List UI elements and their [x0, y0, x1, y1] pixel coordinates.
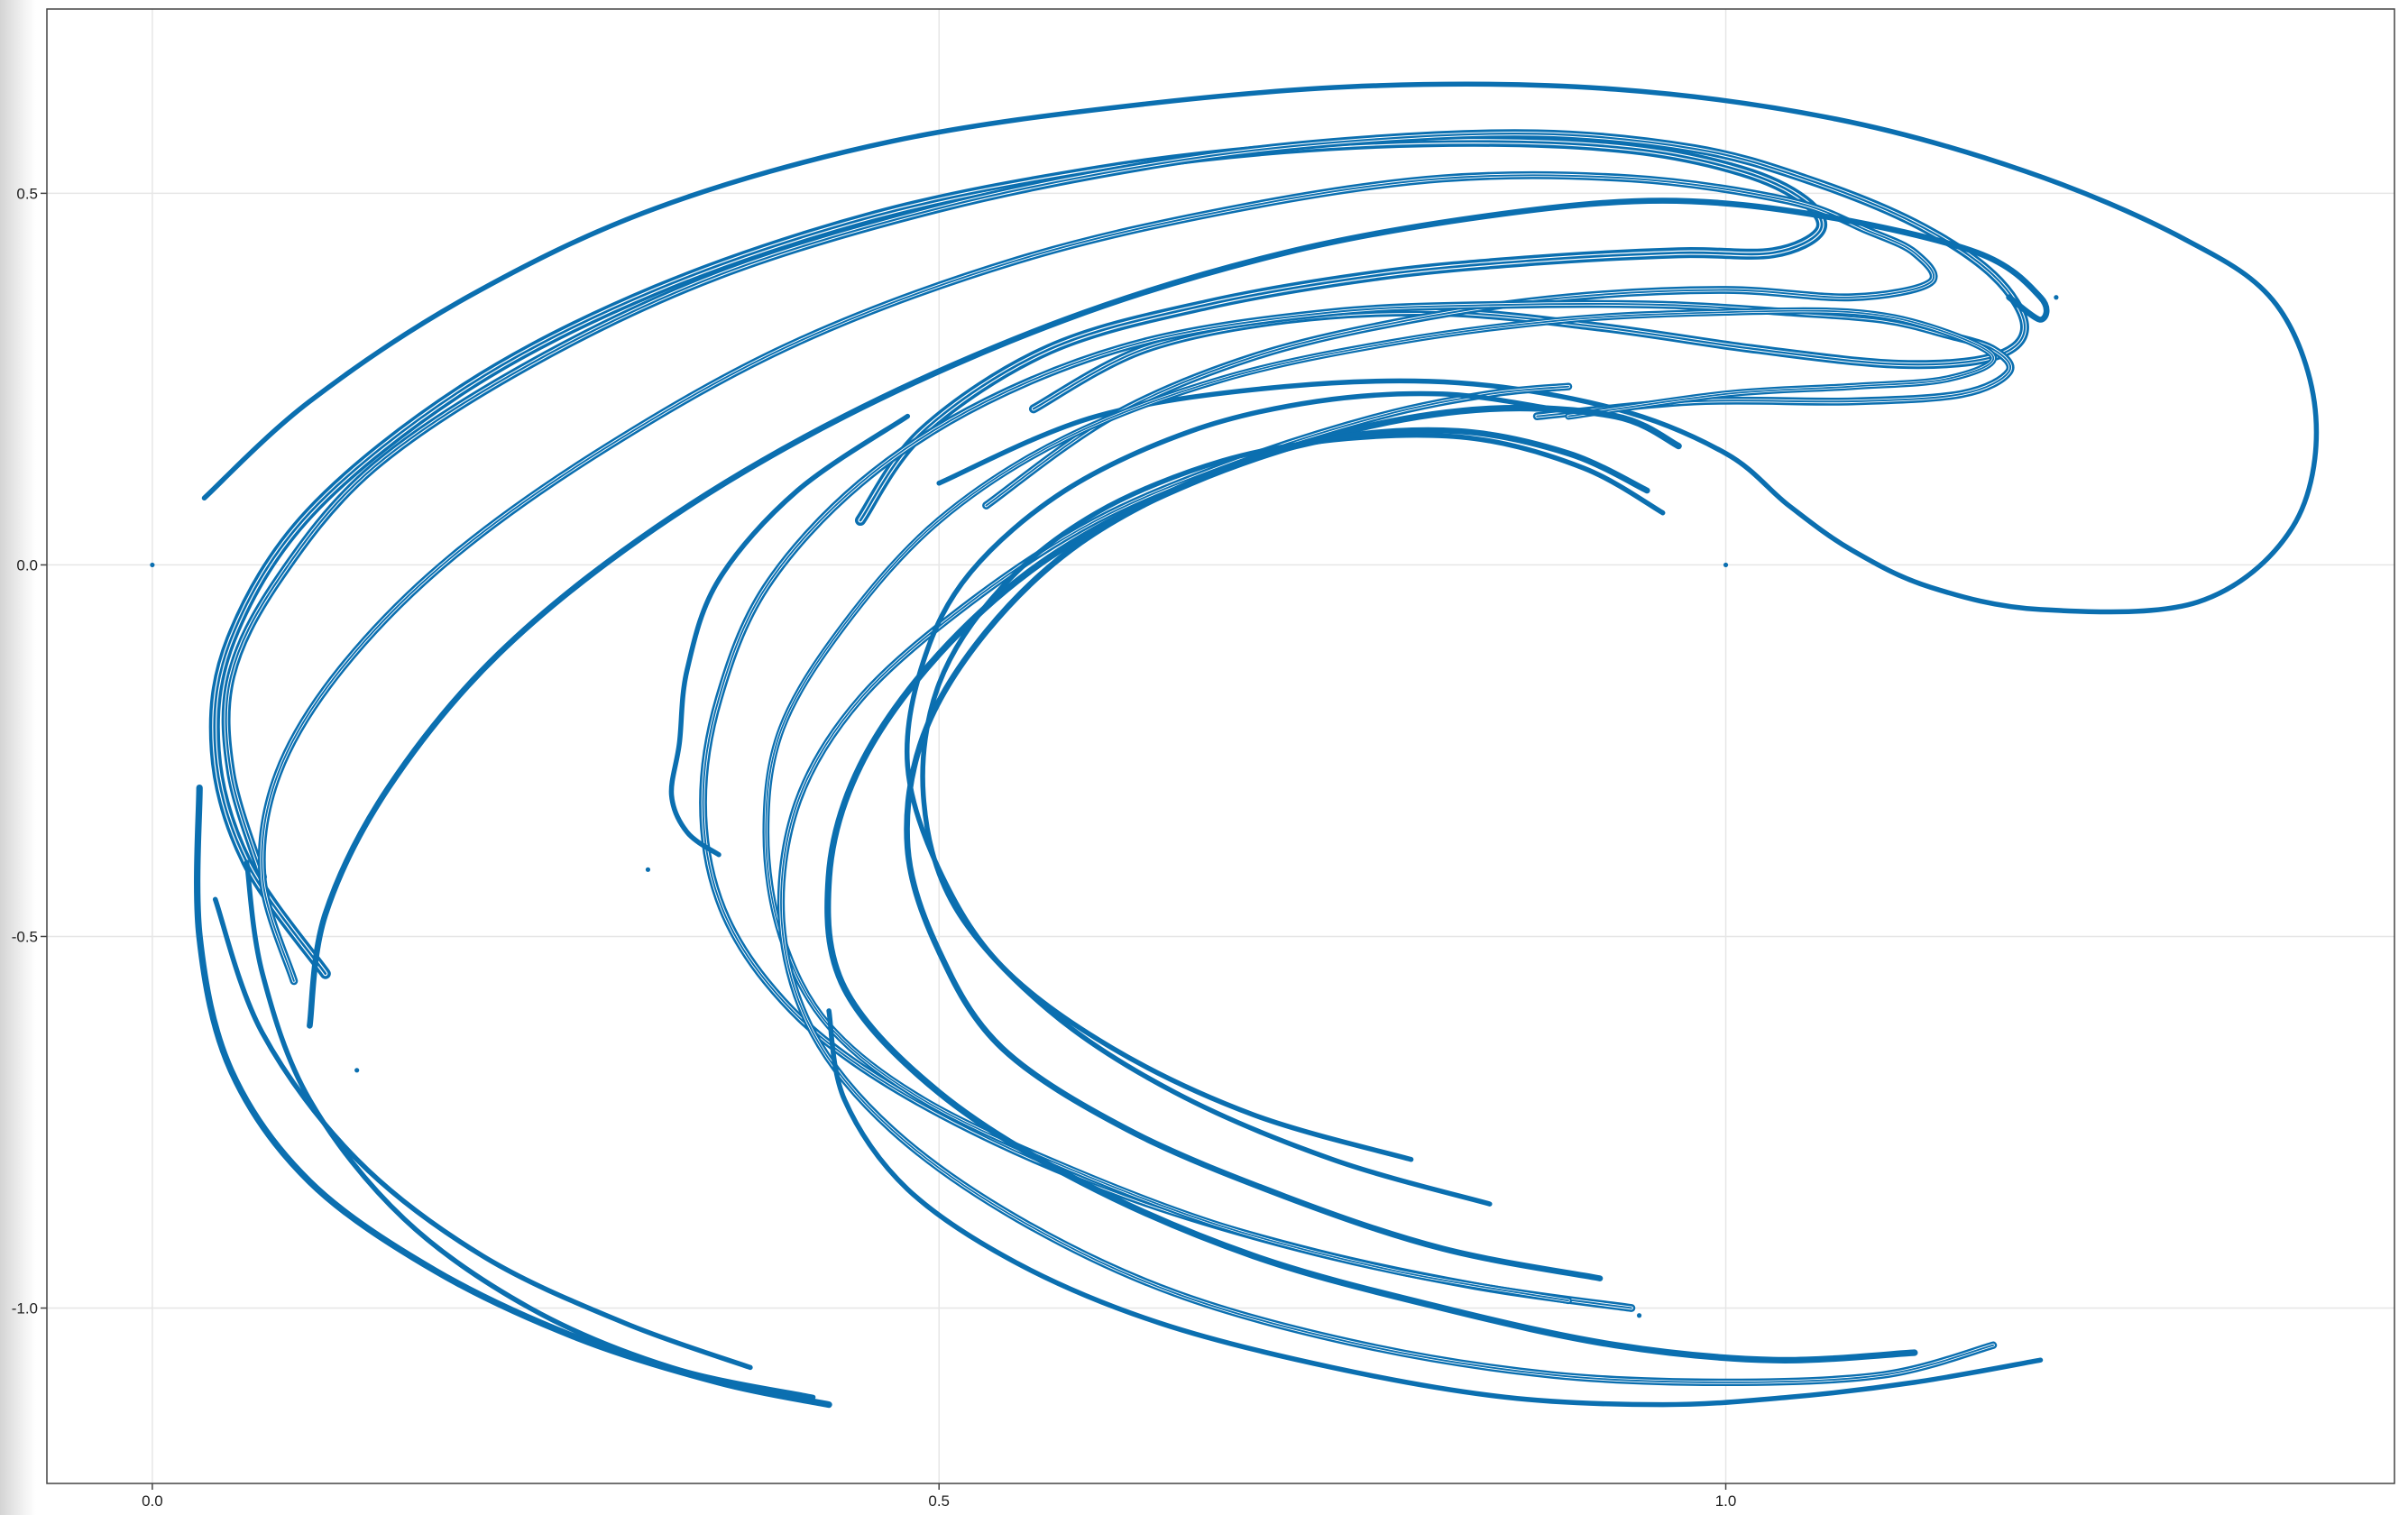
- strand-gap: [701, 302, 2012, 1310]
- y-tick-label: -0.5: [12, 928, 38, 945]
- attractor-strand: [904, 427, 1650, 1281]
- strand-inner: [213, 140, 1824, 976]
- x-tick-label: 1.0: [1715, 1492, 1737, 1510]
- x-tick-label: 0.0: [142, 1492, 163, 1510]
- x-axis-ticks: 0.0 0.5 1.0: [142, 1483, 1736, 1510]
- plot-frame: [46, 8, 2395, 1484]
- attractor-strand: [905, 390, 1556, 1162]
- attractor-strand: [824, 404, 1918, 1364]
- data-point: [150, 562, 155, 568]
- attractor-strand: [212, 896, 753, 1371]
- attractor-strand: [307, 197, 2050, 1029]
- data-point: [645, 867, 651, 872]
- data-point: [354, 1068, 360, 1073]
- y-tick-label: 0.5: [16, 185, 38, 202]
- attractor-strand: [201, 81, 2320, 615]
- y-tick-label: -1.0: [12, 1300, 38, 1318]
- attractor-strand: [244, 859, 816, 1400]
- data-point: [1723, 562, 1729, 568]
- data-point: [1636, 1313, 1642, 1318]
- window-edge-shadow: [0, 0, 36, 1515]
- data-points: [150, 81, 2320, 1409]
- attractor-strand: [194, 785, 832, 1409]
- y-tick-label: 0.0: [16, 556, 38, 574]
- strand-inner: [225, 133, 2027, 878]
- attractor-strand: [920, 432, 1666, 1207]
- strand-gap: [260, 173, 1935, 983]
- attractor-strand: [826, 1008, 2044, 1408]
- y-axis-ticks: 0.5 0.0 -0.5 -1.0: [12, 185, 47, 1318]
- attractor-strand: [668, 413, 911, 858]
- data-point: [2054, 295, 2059, 300]
- attractor-strand: [257, 170, 1938, 986]
- x-tick-label: 0.5: [928, 1492, 950, 1510]
- strand-inner: [261, 174, 1935, 982]
- grid-lines: [47, 9, 2394, 1483]
